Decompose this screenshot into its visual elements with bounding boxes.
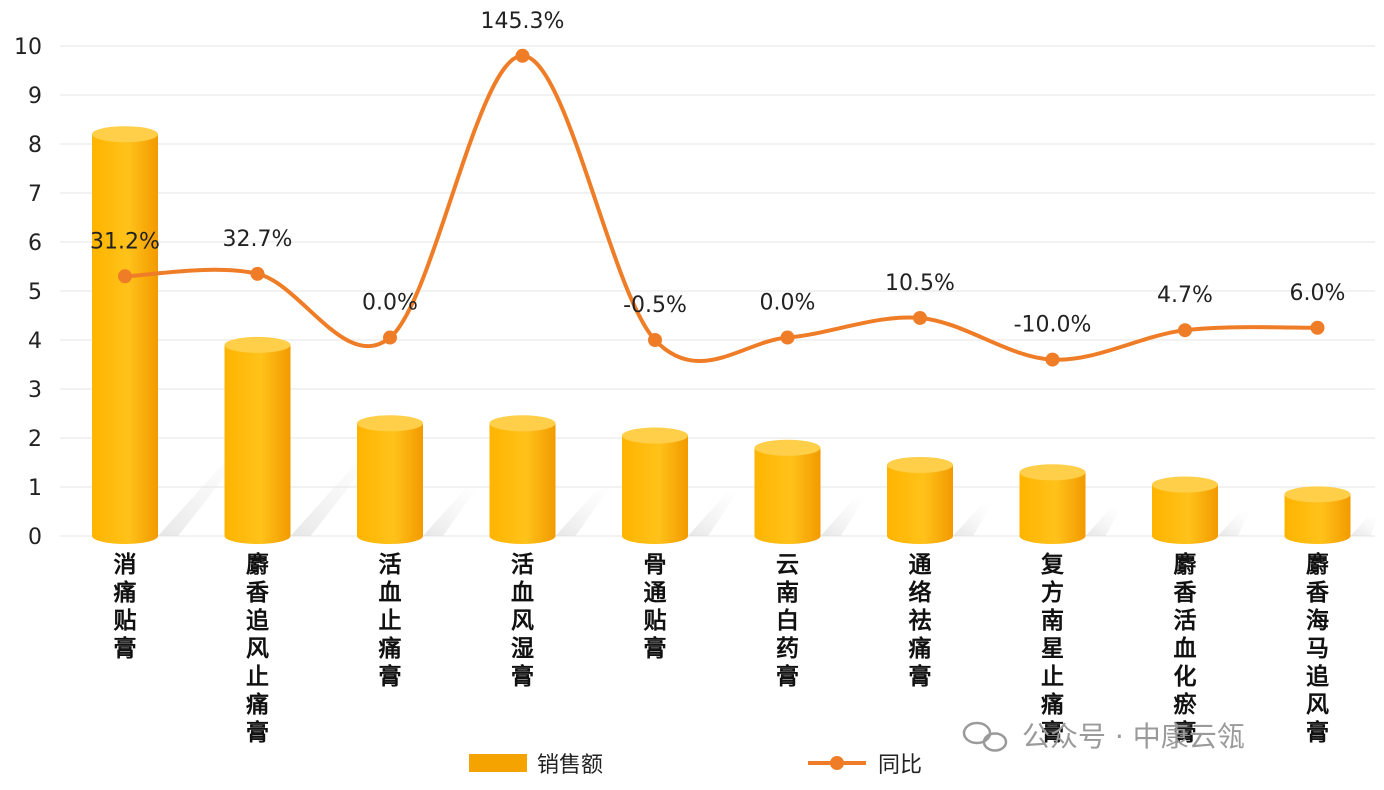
x-category-label: 云南白药膏 [776,552,799,690]
legend: 销售额 同比 [469,753,922,778]
yoy-line: 31.2% 32.7% 0.0% 145.3% -0.5% 0.0% 10.5% -10.0%… [90,9,1345,367]
yoy-point [1310,320,1325,335]
legend-bar-label: 销售额 [537,753,603,778]
yoy-point [118,269,132,284]
x-category-label: 麝香活血化瘀膏 [1174,551,1198,746]
bar [754,447,821,544]
y-axis-ticks: 0 1 2 3 4 5 6 7 8 9 10 [14,35,42,550]
yoy-data-label: -0.5% [623,293,687,318]
y-tick-label: 4 [28,329,42,354]
bar [1152,484,1218,544]
bar [1284,494,1351,544]
yoy-data-label: 145.3% [481,9,565,34]
legend-bar-swatch [469,754,527,772]
bar [1019,472,1086,544]
yoy-point [648,333,662,347]
bar [622,435,688,544]
bars [92,126,1378,544]
bar-shadow [1218,512,1249,536]
bar-top [1152,476,1218,493]
yoy-line-path [124,53,1318,363]
bar-top [622,427,688,444]
bar-shadow [953,504,992,536]
x-category-label: 骨通贴膏 [644,552,667,662]
yoy-point [383,330,397,345]
yoy-data-label: 0.0% [760,291,816,316]
bar-top [1019,464,1086,481]
yoy-data-label: 0.0% [362,291,418,316]
bar-top [357,415,423,432]
bar-top [224,336,291,353]
y-tick-label: 7 [28,182,42,207]
legend-line-label: 同比 [878,753,922,778]
yoy-point [250,266,265,281]
yoy-data-label: 32.7% [223,227,293,252]
y-tick-label: 10 [14,35,42,60]
bar-shadow [555,485,612,536]
watermark-text: 公众号 · 中康云瓴 [1022,720,1245,753]
yoy-data-label: 31.2% [90,229,160,254]
bar-top [887,456,953,473]
y-tick-label: 2 [28,427,42,452]
yoy-point [780,330,795,345]
yoy-data-label: -10.0% [1014,313,1092,338]
bar [357,423,423,544]
x-axis-categories: 消痛贴膏 麝香追风止痛膏 活血止痛膏 活血风湿膏 骨通贴膏 云南白药膏 通络祛痛膏 复方南星止… [114,551,1331,746]
y-tick-label: 0 [28,525,42,550]
bar-top [754,439,821,456]
yoy-point [1178,323,1192,338]
y-tick-label: 6 [28,231,42,256]
x-category-label: 活血止痛膏 [379,552,402,690]
yoy-point [913,310,927,325]
yoy-data-label: 4.7% [1157,283,1213,308]
watermark: 公众号 · 中康云瓴 [962,720,1245,753]
x-category-label: 麝香海马追风膏 [1306,551,1330,746]
x-category-label: 复方南星止痛膏 [1040,552,1065,746]
y-tick-label: 8 [28,133,42,158]
bar-shadow [688,490,739,536]
x-category-label: 通络祛痛膏 [909,552,932,690]
bar-shadow [820,496,867,536]
x-category-label: 麝香追风止痛膏 [246,551,270,746]
yoy-point [515,48,530,63]
y-tick-label: 1 [28,476,42,501]
y-tick-label: 5 [28,280,42,305]
x-category-label: 活血风湿膏 [511,552,534,690]
bar-shadow [290,450,378,536]
bar [489,423,556,544]
wechat-icon [962,721,1008,752]
bar [887,464,953,544]
bar-top [489,415,556,432]
bar-top [92,126,158,143]
y-tick-label: 3 [28,378,42,403]
yoy-point [1045,352,1060,367]
x-category-label: 消痛贴膏 [114,552,137,662]
legend-line-marker [830,756,844,770]
bar-top [1284,486,1351,503]
yoy-data-label: 10.5% [885,271,955,296]
bar [224,344,291,544]
bar-shadow [1085,507,1122,536]
y-tick-label: 9 [28,84,42,109]
bar [92,134,158,544]
bar-shadow [1350,517,1378,536]
yoy-data-label: 6.0% [1290,281,1346,306]
bar-shadow [423,485,479,536]
